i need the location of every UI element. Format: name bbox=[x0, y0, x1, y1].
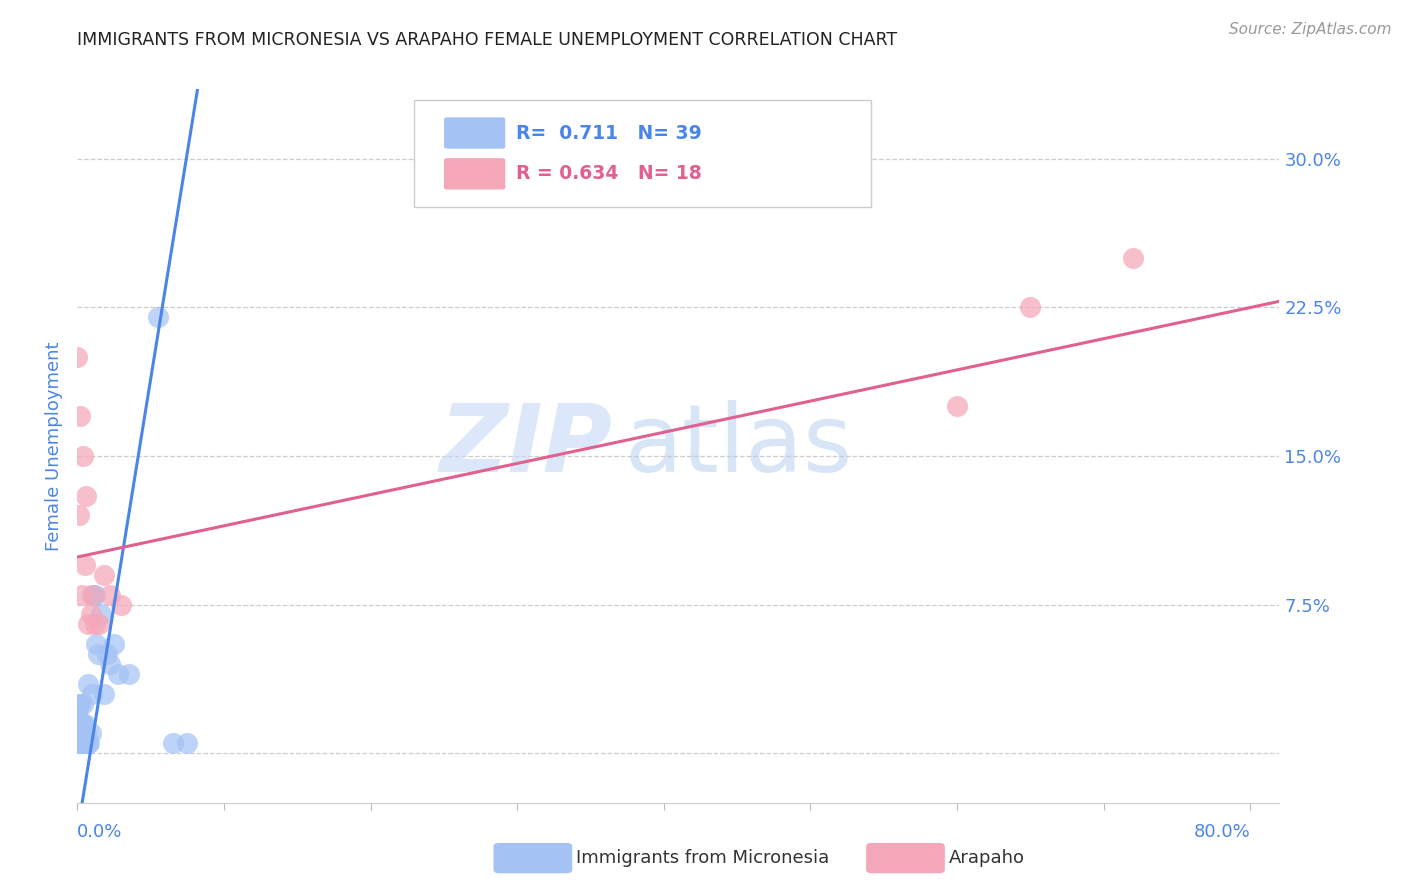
Text: IMMIGRANTS FROM MICRONESIA VS ARAPAHO FEMALE UNEMPLOYMENT CORRELATION CHART: IMMIGRANTS FROM MICRONESIA VS ARAPAHO FE… bbox=[77, 31, 897, 49]
Text: R=  0.711   N= 39: R= 0.711 N= 39 bbox=[516, 123, 702, 143]
Text: Arapaho: Arapaho bbox=[949, 849, 1025, 867]
Point bbox=[69, 716, 91, 731]
Point bbox=[93, 567, 115, 582]
Text: 0.0%: 0.0% bbox=[77, 822, 122, 840]
Point bbox=[162, 736, 184, 750]
Point bbox=[72, 449, 94, 463]
Point bbox=[77, 736, 100, 750]
Point bbox=[69, 726, 91, 740]
Point bbox=[76, 677, 98, 691]
Point bbox=[72, 736, 94, 750]
Point bbox=[69, 409, 91, 424]
Point bbox=[72, 697, 94, 711]
Point bbox=[87, 647, 110, 661]
Point bbox=[75, 726, 97, 740]
Point bbox=[103, 637, 125, 651]
Y-axis label: Female Unemployment: Female Unemployment bbox=[45, 342, 63, 550]
Point bbox=[117, 667, 139, 681]
Point bbox=[66, 726, 89, 740]
Point bbox=[67, 508, 90, 523]
Point bbox=[84, 617, 107, 632]
Point bbox=[90, 607, 112, 622]
Point bbox=[70, 716, 93, 731]
Point bbox=[96, 647, 118, 661]
Point bbox=[70, 588, 93, 602]
Point bbox=[67, 697, 90, 711]
Point bbox=[66, 736, 89, 750]
Point bbox=[75, 489, 97, 503]
Point bbox=[98, 588, 121, 602]
Point bbox=[176, 736, 198, 750]
Point bbox=[98, 657, 121, 671]
FancyBboxPatch shape bbox=[444, 158, 505, 189]
Point bbox=[67, 716, 90, 731]
Point bbox=[73, 716, 96, 731]
Text: Immigrants from Micronesia: Immigrants from Micronesia bbox=[576, 849, 830, 867]
Point bbox=[80, 687, 103, 701]
Point bbox=[110, 598, 132, 612]
Point bbox=[1122, 251, 1144, 265]
Point bbox=[67, 726, 90, 740]
Point bbox=[1019, 300, 1042, 314]
Point bbox=[80, 588, 103, 602]
Point bbox=[66, 706, 89, 721]
Point bbox=[76, 736, 98, 750]
Point bbox=[73, 558, 96, 572]
Point bbox=[69, 697, 91, 711]
FancyBboxPatch shape bbox=[444, 118, 505, 149]
Point bbox=[70, 736, 93, 750]
FancyBboxPatch shape bbox=[413, 100, 870, 207]
Text: Source: ZipAtlas.com: Source: ZipAtlas.com bbox=[1229, 22, 1392, 37]
Point bbox=[107, 667, 129, 681]
Point bbox=[93, 687, 115, 701]
Point bbox=[86, 637, 108, 651]
Point bbox=[66, 350, 89, 364]
Point bbox=[66, 716, 89, 731]
Text: atlas: atlas bbox=[624, 400, 852, 492]
Point bbox=[82, 588, 104, 602]
Point bbox=[73, 736, 96, 750]
Point bbox=[69, 736, 91, 750]
Point bbox=[72, 716, 94, 731]
Point bbox=[946, 400, 969, 414]
Point bbox=[146, 310, 169, 325]
Text: 80.0%: 80.0% bbox=[1194, 822, 1250, 840]
Text: ZIP: ZIP bbox=[440, 400, 612, 492]
Point bbox=[84, 588, 107, 602]
Text: R = 0.634   N= 18: R = 0.634 N= 18 bbox=[516, 164, 702, 184]
Point bbox=[76, 617, 98, 632]
Point bbox=[79, 607, 101, 622]
Point bbox=[79, 726, 101, 740]
Point bbox=[67, 736, 90, 750]
Point bbox=[89, 617, 111, 632]
